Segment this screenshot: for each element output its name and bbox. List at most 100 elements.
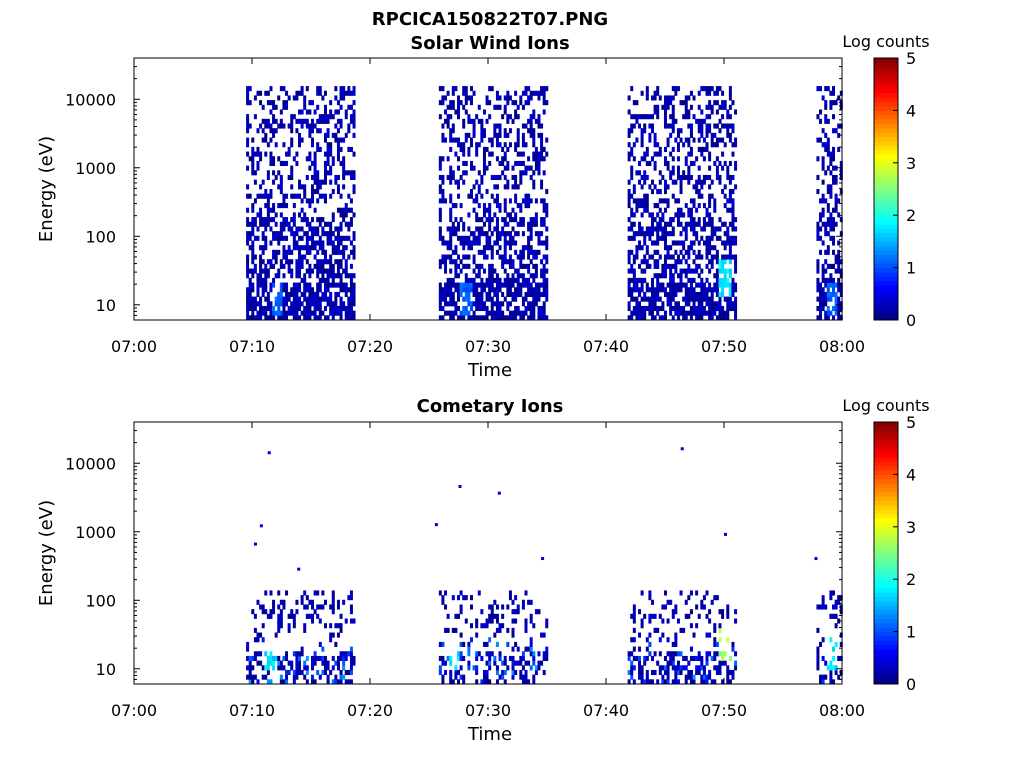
heatmap-cell: [441, 599, 445, 605]
heatmap-cell: [832, 249, 836, 255]
heatmap-cell: [279, 665, 283, 671]
heatmap-cell: [708, 217, 712, 223]
heatmap-cell: [498, 128, 502, 134]
heatmap-cell: [305, 613, 309, 619]
heatmap-cell: [506, 240, 510, 246]
heatmap-cell: [438, 189, 442, 195]
heatmap-cell: [503, 235, 507, 241]
heatmap-cell: [451, 627, 455, 633]
heatmap-cell: [269, 207, 273, 213]
heatmap-cell: [454, 301, 458, 307]
heatmap-cell: [506, 95, 510, 101]
heatmap-cell: [272, 114, 276, 120]
heatmap-cell: [726, 268, 730, 274]
heatmap-cell: [713, 665, 717, 671]
heatmap-cell: [313, 189, 317, 195]
cometary-x-label: Time: [467, 724, 512, 745]
heatmap-cell: [287, 263, 291, 269]
heatmap-cell: [469, 231, 473, 237]
heatmap-cell: [438, 86, 442, 92]
heatmap-cell: [259, 90, 263, 96]
heatmap-cell: [645, 160, 649, 167]
heatmap-cell: [666, 263, 670, 269]
heatmap-cell: [454, 674, 458, 680]
heatmap-cell: [676, 315, 680, 321]
heatmap-cell: [349, 301, 353, 307]
heatmap-cell: [287, 296, 291, 302]
heatmap-cell: [488, 212, 492, 218]
heatmap-cell: [259, 245, 263, 251]
heatmap-cell: [298, 651, 302, 657]
heatmap-cell: [279, 674, 283, 680]
heatmap-cell: [511, 207, 515, 213]
heatmap-cell: [321, 95, 325, 101]
heatmap-cell: [295, 287, 299, 293]
heatmap-cell: [495, 156, 499, 162]
heatmap-cell: [451, 104, 455, 110]
heatmap-cell: [726, 301, 730, 307]
heatmap-cell: [542, 315, 546, 321]
heatmap-cell: [285, 282, 289, 288]
cometary-heatmap-cells: [246, 447, 843, 685]
heatmap-cell: [300, 86, 304, 92]
heatmap-cell: [277, 123, 281, 129]
heatmap-cell: [336, 273, 340, 279]
heatmap-cell: [643, 174, 647, 181]
heatmap-cell: [687, 245, 691, 251]
heatmap-cell: [826, 305, 830, 312]
heatmap-cell: [464, 595, 468, 601]
heatmap-cell: [342, 655, 346, 662]
heatmap-cell: [246, 259, 250, 265]
heatmap-cell: [723, 160, 727, 167]
heatmap-cell: [666, 142, 670, 148]
heatmap-cell: [651, 282, 654, 288]
x-tick-label: 07:10: [229, 701, 275, 720]
heatmap-cell: [295, 315, 299, 321]
heatmap-cell: [837, 268, 841, 274]
colorbar-segment: [874, 241, 898, 247]
colorbar-segment: [874, 452, 898, 458]
heatmap-cell: [514, 231, 518, 237]
heatmap-cell: [713, 90, 717, 96]
heatmap-cell: [679, 221, 683, 227]
heatmap-cell: [734, 665, 738, 671]
heatmap-cell: [821, 305, 825, 312]
heatmap-cell: [316, 86, 320, 92]
heatmap-cell: [501, 114, 505, 120]
heatmap-cell: [542, 240, 546, 246]
heatmap-cell: [292, 301, 296, 307]
colorbar-segment: [874, 557, 898, 563]
heatmap-cell: [303, 590, 307, 596]
heatmap-cell: [653, 226, 657, 232]
heatmap-cell: [251, 254, 255, 260]
heatmap-cell: [469, 282, 473, 288]
heatmap-cell: [454, 245, 458, 251]
heatmap-cell: [441, 240, 445, 246]
heatmap-cell: [658, 221, 662, 227]
heatmap-cell: [264, 609, 268, 615]
heatmap-cell: [266, 203, 270, 209]
heatmap-cell: [537, 118, 541, 124]
heatmap-cell: [819, 604, 823, 610]
heatmap-cell: [687, 174, 691, 181]
heatmap-cell: [656, 226, 660, 232]
heatmap-cell: [715, 301, 719, 307]
heatmap-cell: [498, 305, 502, 312]
heatmap-cell: [726, 665, 730, 671]
heatmap-cell: [656, 627, 660, 633]
heatmap-cell: [656, 104, 660, 110]
heatmap-cell: [537, 609, 541, 615]
heatmap-cell: [482, 156, 486, 162]
heatmap-cell: [832, 128, 836, 134]
heatmap-cell: [653, 296, 657, 302]
heatmap-cell: [702, 604, 706, 610]
heatmap-cell: [651, 291, 654, 298]
heatmap-cell: [469, 165, 473, 171]
heatmap-cell: [285, 259, 289, 265]
heatmap-cell: [266, 268, 270, 274]
heatmap-cell: [352, 100, 356, 106]
heatmap-cell: [274, 231, 278, 237]
heatmap-cell: [511, 217, 515, 223]
heatmap-cell: [251, 137, 255, 143]
heatmap-cell: [248, 679, 252, 685]
